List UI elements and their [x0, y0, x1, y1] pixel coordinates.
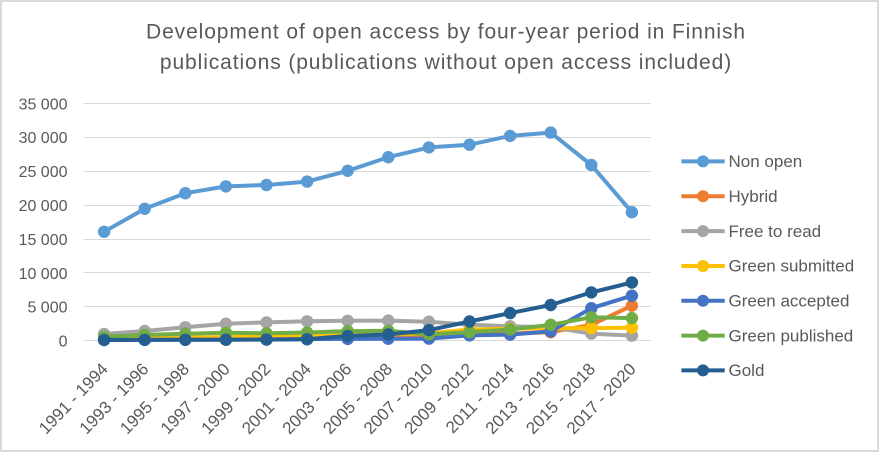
svg-text:0: 0 [59, 334, 68, 351]
svg-text:15 000: 15 000 [19, 232, 68, 249]
svg-text:Hybrid: Hybrid [729, 187, 778, 206]
svg-text:10 000: 10 000 [19, 266, 68, 283]
svg-text:20 000: 20 000 [19, 198, 68, 215]
svg-text:25 000: 25 000 [19, 164, 68, 181]
svg-text:Green accepted: Green accepted [729, 292, 850, 311]
svg-text:Non open: Non open [729, 152, 803, 171]
svg-text:Development of open access by: Development of open access by four-year … [146, 20, 746, 43]
svg-text:Green published: Green published [729, 326, 854, 345]
svg-text:Green submitted: Green submitted [729, 257, 855, 276]
svg-text:35 000: 35 000 [19, 96, 68, 113]
svg-text:Free to read: Free to read [729, 222, 822, 241]
svg-text:Gold: Gold [729, 361, 765, 380]
svg-text:publications (publications wit: publications (publications without open … [160, 51, 732, 74]
svg-text:5 000: 5 000 [27, 300, 67, 317]
svg-text:30 000: 30 000 [19, 130, 68, 147]
